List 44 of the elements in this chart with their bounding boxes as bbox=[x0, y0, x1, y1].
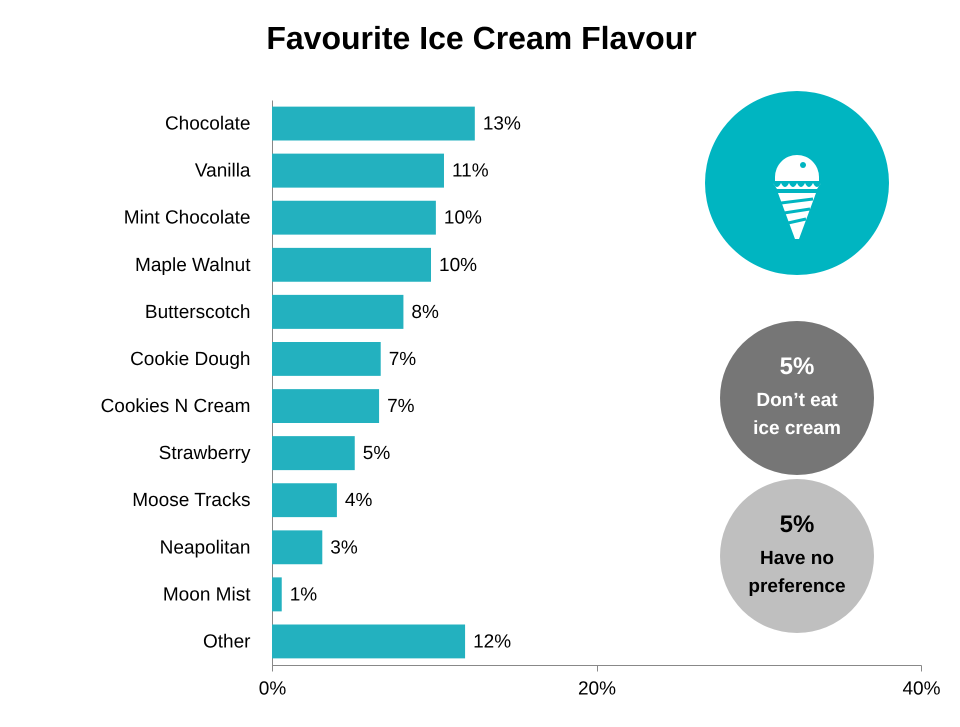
y-tick-label: Strawberry bbox=[158, 443, 251, 464]
chart-title: Favourite Ice Cream Flavour bbox=[266, 20, 697, 56]
annotation: Don’t eat ice cream bbox=[753, 389, 841, 441]
y-tick-label: Moose Tracks bbox=[132, 490, 250, 512]
x-tick-label: 0% bbox=[258, 678, 286, 700]
data-label: 1% bbox=[290, 584, 318, 606]
bar bbox=[272, 342, 381, 376]
data-label: 7% bbox=[387, 396, 415, 418]
bar bbox=[272, 389, 380, 423]
annotation: 5% bbox=[780, 511, 814, 539]
bar bbox=[272, 483, 337, 518]
bar bbox=[272, 436, 355, 470]
data-label: 5% bbox=[362, 443, 390, 464]
y-tick-label: Neapolitan bbox=[160, 537, 250, 558]
y-tick-label: Mint Chocolate bbox=[124, 208, 250, 229]
data-label: 11% bbox=[452, 160, 489, 182]
y-tick-label: Vanilla bbox=[194, 160, 251, 182]
bar bbox=[272, 294, 404, 329]
y-tick-label: Cookies N Cream bbox=[100, 396, 250, 418]
y-tick-label: Cookie Dough bbox=[130, 348, 250, 370]
bar bbox=[272, 577, 282, 612]
data-label: 12% bbox=[473, 631, 512, 652]
data-label: 7% bbox=[388, 348, 416, 370]
data-label: 8% bbox=[411, 302, 439, 323]
bar bbox=[272, 624, 466, 658]
bar bbox=[272, 106, 475, 140]
bar bbox=[272, 248, 432, 282]
x-tick-label: 40% bbox=[902, 678, 941, 700]
annotation: Have no preference bbox=[748, 547, 846, 599]
y-tick-label: Maple Walnut bbox=[135, 254, 252, 276]
bar bbox=[272, 200, 436, 235]
x-tick-label: 20% bbox=[578, 678, 616, 700]
data-label: 3% bbox=[330, 537, 358, 558]
data-label: 10% bbox=[444, 208, 482, 229]
data-label: 4% bbox=[344, 490, 372, 512]
bar bbox=[272, 530, 322, 564]
y-tick-label: Moon Mist bbox=[162, 584, 252, 606]
y-tick-label: Butterscotch bbox=[144, 302, 250, 323]
data-label: 13% bbox=[482, 114, 521, 135]
y-tick-label: Other bbox=[202, 631, 252, 652]
data-label: 10% bbox=[439, 254, 478, 276]
bar bbox=[272, 154, 444, 188]
y-tick-label: Chocolate bbox=[164, 114, 250, 135]
annotation: 5% bbox=[780, 353, 814, 381]
